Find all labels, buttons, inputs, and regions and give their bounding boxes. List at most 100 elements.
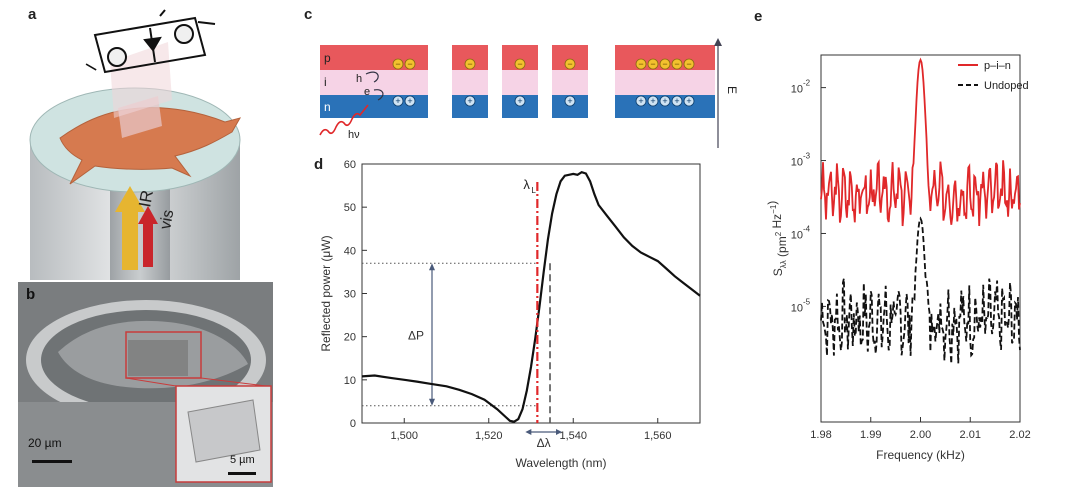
label-electron: e (364, 86, 370, 98)
plot-frame (361, 163, 701, 424)
sem-image (18, 300, 273, 487)
ir-arrow (115, 186, 145, 270)
electron-charge (635, 58, 647, 70)
x-tick-label: 1.99 (860, 429, 881, 441)
laser-label-sub: L (531, 186, 536, 195)
x-tick-label: 1.98 (810, 429, 831, 441)
pin-schematic: − + − + − + − + − + − + − + − + − + − + pin he hν E (319, 38, 739, 148)
electron-charge (404, 58, 416, 70)
reflected-power-curve (361, 171, 701, 423)
electron-charge-sign: − (395, 59, 400, 69)
y-tick-label: 10 (791, 84, 803, 96)
n-layer-3 (552, 95, 588, 118)
delta-p-arrow-bottom (429, 398, 435, 406)
hole-charge-sign: + (662, 96, 667, 106)
label-photon: hν (348, 129, 360, 141)
scale-bar-inset-label: 5 µm (230, 454, 255, 466)
vis-arrow (138, 206, 158, 267)
y-tick-label: 10 (344, 375, 356, 387)
electron-charge-sign: − (567, 59, 572, 69)
electron-charge-sign: − (407, 59, 412, 69)
label-ir: IR (135, 189, 157, 209)
hole-charge-sign: + (674, 96, 679, 106)
y-axis-label: Sλλ (pm2 Hz−1) (765, 201, 789, 277)
delta-lambda-label: Δλ (537, 436, 551, 450)
y-tick-label: 20 (344, 332, 356, 344)
panel-label-c: c (304, 6, 313, 23)
field-arrow-head (714, 38, 722, 46)
x-axis-label: Frequency (kHz) (876, 448, 965, 462)
x-tick-label: 1,520 (475, 430, 503, 442)
layer-label-p: p (324, 51, 331, 65)
panel-a: a I (0, 0, 270, 280)
electron-charge-sign: − (650, 59, 655, 69)
delta-p-arrow-top (429, 263, 435, 271)
n-layer-2 (502, 95, 538, 118)
delta-lambda-arrow-right (556, 429, 563, 435)
zoom-box (125, 331, 202, 379)
label-vis: vis (157, 208, 177, 230)
hole-charge (671, 95, 683, 107)
y-tick-label: 10 (791, 229, 803, 241)
hole-charge-sign: + (517, 96, 522, 106)
electron-charge-sign: − (674, 59, 679, 69)
fiber-illustration: I IR vis (29, 9, 242, 280)
electron-charge (564, 58, 576, 70)
electron-charge-sign: − (638, 59, 643, 69)
y-axis-label: Reflected power (μW) (319, 235, 333, 351)
electron-charge (464, 58, 476, 70)
y-tick-label: 60 (344, 159, 356, 171)
delta-p-label: ΔP (408, 329, 424, 343)
y-tick-exponent: -3 (803, 152, 811, 161)
x-tick-label: 1,500 (390, 430, 418, 442)
reflected-power-chart: 0 10 20 30 40 50 60 1,500 1,520 1,540 1,560 Wavelen… (319, 159, 701, 470)
y-tick-exponent: -5 (803, 297, 811, 306)
x-tick-label: 2.02 (1009, 429, 1030, 441)
i-layer-4 (615, 70, 715, 95)
electron-charge (683, 58, 695, 70)
x-tick-label: 2.01 (960, 429, 981, 441)
hole-charge-sign: + (638, 96, 643, 106)
panel-label-d: d (314, 156, 324, 173)
hole-charge (564, 95, 576, 107)
hole-charge-sign: + (395, 96, 400, 106)
panel-c: c − + − + − + − + − + − + − + − + − + − + p i n h e hν E (300, 0, 740, 150)
x-tick-label: 1,560 (644, 430, 672, 442)
x-tick-label: 2.00 (910, 429, 931, 441)
n-layer-1 (452, 95, 488, 118)
circuit-diagram (93, 9, 216, 74)
field-label: E (725, 86, 739, 94)
pin-trace (820, 57, 1021, 227)
label-current: I (82, 60, 101, 74)
panel-b: b 20 µm 5 µm (18, 282, 273, 487)
electron-charge-sign: − (467, 59, 472, 69)
electron-charge (514, 58, 526, 70)
hole-charge (464, 95, 476, 107)
hole-charge-sign: + (686, 96, 691, 106)
electron-charge-sign: − (686, 59, 691, 69)
hole-charge (659, 95, 671, 107)
i-layer-0 (320, 70, 428, 95)
y-tick-exponent: -2 (803, 79, 811, 88)
panel-d: d 0 10 20 30 40 50 60 1,500 1,520 1,540 1,560 Wavel… (300, 150, 740, 492)
hole-charge (404, 95, 416, 107)
y-tick-label: 0 (350, 418, 356, 430)
hole-charge-sign: + (650, 96, 655, 106)
y-tick-label: 10 (791, 157, 803, 169)
hole-charge (392, 95, 404, 107)
panel-e: e 10 -5 10 -4 10 -3 10 -2 1.98 1.99 2.00 2.01 2.02 Fr… (750, 0, 1079, 492)
hole-path (365, 71, 379, 83)
laser-label: λ (523, 177, 530, 192)
legend-label-1: Undoped (984, 80, 1029, 92)
panel-label-a: a (28, 6, 37, 23)
electron-charge (392, 58, 404, 70)
plot-frame (820, 54, 1021, 423)
i-layer-1 (452, 70, 488, 95)
hole-charge (635, 95, 647, 107)
y-tick-label: 40 (344, 245, 356, 257)
hole-charge-sign: + (467, 96, 472, 106)
undoped-trace (820, 216, 1021, 364)
delta-lambda-arrow-left (525, 429, 532, 435)
x-axis-label: Wavelength (nm) (516, 456, 607, 470)
layer-label-i: i (324, 75, 327, 89)
